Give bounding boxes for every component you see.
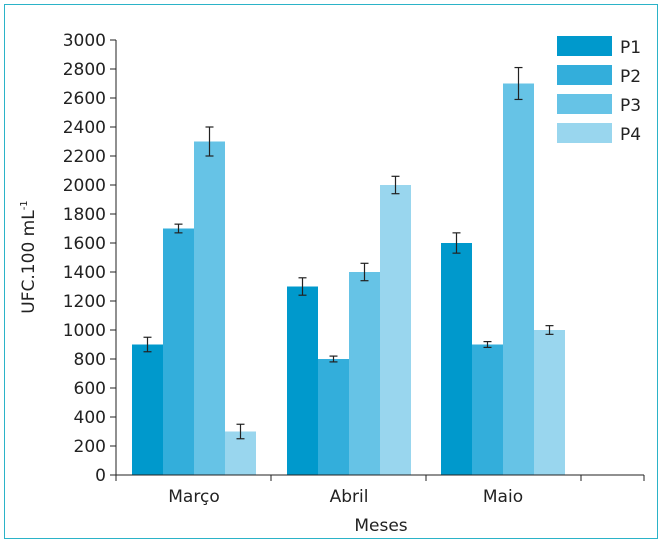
- y-tick-label: 2800: [63, 60, 106, 80]
- error-bar: [452, 232, 461, 254]
- bar-p4-3: [534, 330, 565, 475]
- y-axis-title-superscript: -1: [19, 200, 30, 210]
- y-tick-label: 600: [74, 379, 106, 399]
- bar-p2-3: [472, 344, 503, 475]
- x-axis-title: Meses: [354, 516, 407, 536]
- chart-frame: [4, 4, 658, 539]
- error-bar: [236, 423, 245, 440]
- error-bar: [514, 66, 523, 101]
- x-tick-label: Maio: [483, 487, 523, 507]
- y-axis-title-main: UFC.100 mL: [19, 210, 39, 314]
- y-tick-label: 400: [74, 408, 106, 428]
- y-tick-label: 2000: [63, 176, 106, 196]
- bar-p1-2: [287, 286, 318, 475]
- y-tick-label: 0: [95, 466, 106, 486]
- legend: P1 P2 P3 P4: [557, 36, 641, 145]
- y-tick-label: 1800: [63, 205, 106, 225]
- bar-p1-3: [441, 243, 472, 475]
- bar-p2-2: [318, 359, 349, 475]
- y-tick-label: 800: [74, 350, 106, 370]
- legend-swatch-p3: [557, 94, 612, 114]
- legend-swatch-p2: [557, 65, 612, 85]
- error-bar: [205, 126, 214, 157]
- legend-swatch-p1: [557, 36, 612, 56]
- y-tick-label: 3000: [63, 31, 106, 51]
- x-tick-label: Março: [168, 487, 219, 507]
- legend-label-p1: P1: [620, 38, 641, 58]
- y-tick-label: 1400: [63, 263, 106, 283]
- bar-p4-2: [380, 185, 411, 475]
- legend-label-p3: P3: [620, 96, 641, 116]
- bar-p3-3: [503, 83, 534, 475]
- y-tick-label: 1600: [63, 234, 106, 254]
- legend-label-p2: P2: [620, 67, 641, 87]
- x-ticks-group: Março Abril Maio: [115, 475, 645, 507]
- bar-p1-1: [132, 344, 163, 475]
- error-bar: [298, 277, 307, 296]
- axes-group: [115, 40, 644, 476]
- legend-swatch-p4: [557, 123, 612, 143]
- error-bar: [360, 262, 369, 282]
- error-bar: [483, 341, 492, 348]
- bar-p2-1: [163, 228, 194, 475]
- y-tick-label: 2400: [63, 118, 106, 138]
- y-ticks-group: 0 200 400 600 800 1000 1200 1400 1600 1800 2000 220…: [63, 31, 116, 486]
- error-bar: [143, 336, 152, 353]
- error-bar: [545, 325, 554, 335]
- error-bar: [174, 223, 183, 234]
- x-tick-label: Abril: [330, 487, 369, 507]
- bar-p3-2: [349, 272, 380, 475]
- error-bars-group: [143, 66, 554, 440]
- y-tick-label: 200: [74, 437, 106, 457]
- y-tick-label: 2200: [63, 147, 106, 167]
- y-axis-title: UFC.100 mL-1: [19, 200, 39, 313]
- error-bar: [391, 175, 400, 195]
- y-tick-label: 2600: [63, 89, 106, 109]
- y-tick-label: 1000: [63, 321, 106, 341]
- y-tick-label: 1200: [63, 292, 106, 312]
- legend-label-p4: P4: [620, 125, 641, 145]
- bar-p3-1: [194, 141, 225, 475]
- bars-group: [132, 83, 565, 475]
- error-bar: [329, 355, 338, 363]
